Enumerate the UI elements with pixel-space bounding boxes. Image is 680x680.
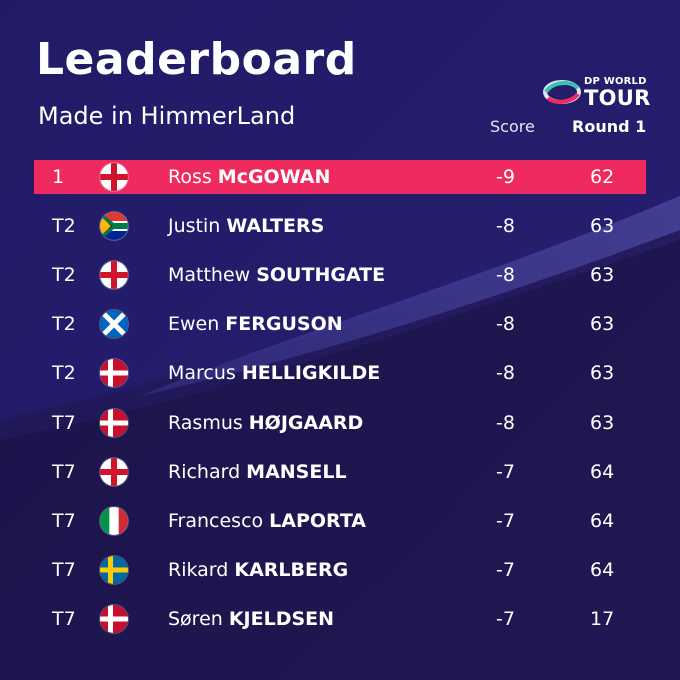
player-last-name: LAPORTA: [269, 510, 367, 532]
position: T7: [52, 608, 76, 630]
player-name: Søren KJELDSEN: [168, 608, 334, 630]
round-score: 64: [590, 559, 615, 581]
player-score: -7: [496, 510, 515, 532]
player-last-name: KARLBERG: [234, 559, 349, 581]
position: T7: [52, 412, 76, 434]
table-row: T7 Rikard KARLBERG -7 64: [34, 553, 646, 587]
player-score: -9: [496, 166, 515, 188]
player-name: Francesco LAPORTA: [168, 510, 366, 532]
sweden-flag-icon: [100, 556, 128, 584]
tournament-name: Made in HimmerLand: [38, 102, 296, 130]
player-score: -8: [496, 215, 515, 237]
round-score: 63: [590, 215, 615, 237]
position: T7: [52, 559, 76, 581]
player-score: -7: [496, 608, 515, 630]
player-name: Richard MANSELL: [168, 461, 347, 483]
player-first-name: Rikard: [168, 559, 229, 581]
player-first-name: Ross: [168, 166, 212, 188]
table-row: T2 Matthew SOUTHGATE -8 63: [34, 258, 646, 292]
table-row: T7 Rasmus HØJGAARD -8 63: [34, 406, 646, 440]
dp-world-tour-logo: DP WORLD TOUR: [540, 74, 650, 110]
italy-flag-icon: [100, 507, 128, 535]
player-first-name: Ewen: [168, 313, 220, 335]
player-first-name: Francesco: [168, 510, 264, 532]
round-score: 63: [590, 264, 615, 286]
position: T7: [52, 510, 76, 532]
denmark-flag-icon: [100, 359, 128, 387]
player-last-name: SOUTHGATE: [256, 264, 386, 286]
round-score: 63: [590, 412, 615, 434]
england-flag-icon: [100, 458, 128, 486]
logo-text-top: DP WORLD: [584, 76, 647, 87]
player-name: Rasmus HØJGAARD: [168, 412, 363, 434]
round-score: 17: [590, 608, 615, 630]
round-score: 63: [590, 362, 615, 384]
tour-swoosh-icon: [543, 80, 581, 104]
player-name: Matthew SOUTHGATE: [168, 264, 385, 286]
position: T2: [52, 362, 76, 384]
player-name: Ewen FERGUSON: [168, 313, 343, 335]
player-last-name: McGOWAN: [217, 166, 331, 188]
player-score: -7: [496, 559, 515, 581]
player-name: Marcus HELLIGKILDE: [168, 362, 380, 384]
player-score: -8: [496, 362, 515, 384]
player-first-name: Søren: [168, 608, 223, 630]
england-flag-icon: [100, 163, 128, 191]
player-first-name: Marcus: [168, 362, 236, 384]
player-first-name: Matthew: [168, 264, 251, 286]
scotland-flag-icon: [100, 310, 128, 338]
denmark-flag-icon: [100, 409, 128, 437]
player-score: -7: [496, 461, 515, 483]
position: 1: [52, 166, 65, 188]
page-title: Leaderboard: [36, 34, 357, 85]
position: T7: [52, 461, 76, 483]
player-last-name: MANSELL: [246, 461, 347, 483]
player-last-name: KJELDSEN: [228, 608, 335, 630]
round-score: 62: [590, 166, 615, 188]
player-name: Ross McGOWAN: [168, 166, 330, 188]
position: T2: [52, 215, 76, 237]
denmark-flag-icon: [100, 605, 128, 633]
position: T2: [52, 313, 76, 335]
player-first-name: Justin: [168, 215, 221, 237]
south-africa-flag-icon: [100, 212, 128, 240]
player-first-name: Rasmus: [168, 412, 243, 434]
logo-text-bottom: TOUR: [584, 86, 651, 110]
player-last-name: FERGUSON: [225, 313, 343, 335]
table-row: T7 Richard MANSELL -7 64: [34, 455, 646, 489]
table-row: T2 Ewen FERGUSON -8 63: [34, 307, 646, 341]
round-score: 64: [590, 510, 615, 532]
player-score: -8: [496, 313, 515, 335]
score-column-header: Score: [490, 117, 535, 136]
round-score: 63: [590, 313, 615, 335]
table-row: T7 Søren KJELDSEN -7 17: [34, 602, 646, 636]
player-score: -8: [496, 412, 515, 434]
player-last-name: WALTERS: [226, 215, 325, 237]
round-column-header: Round 1: [572, 117, 647, 136]
position: T2: [52, 264, 76, 286]
player-last-name: HØJGAARD: [248, 412, 364, 434]
player-score: -8: [496, 264, 515, 286]
player-first-name: Richard: [168, 461, 241, 483]
player-last-name: HELLIGKILDE: [241, 362, 381, 384]
table-row: 1 Ross McGOWAN -9 62: [34, 160, 646, 194]
player-name: Justin WALTERS: [168, 215, 324, 237]
england-flag-icon: [100, 261, 128, 289]
player-name: Rikard KARLBERG: [168, 559, 348, 581]
table-row: T2 Marcus HELLIGKILDE -8 63: [34, 356, 646, 390]
table-row: T7 Francesco LAPORTA -7 64: [34, 504, 646, 538]
table-row: T2 Justin WALTERS -8 63: [34, 209, 646, 243]
round-score: 64: [590, 461, 615, 483]
